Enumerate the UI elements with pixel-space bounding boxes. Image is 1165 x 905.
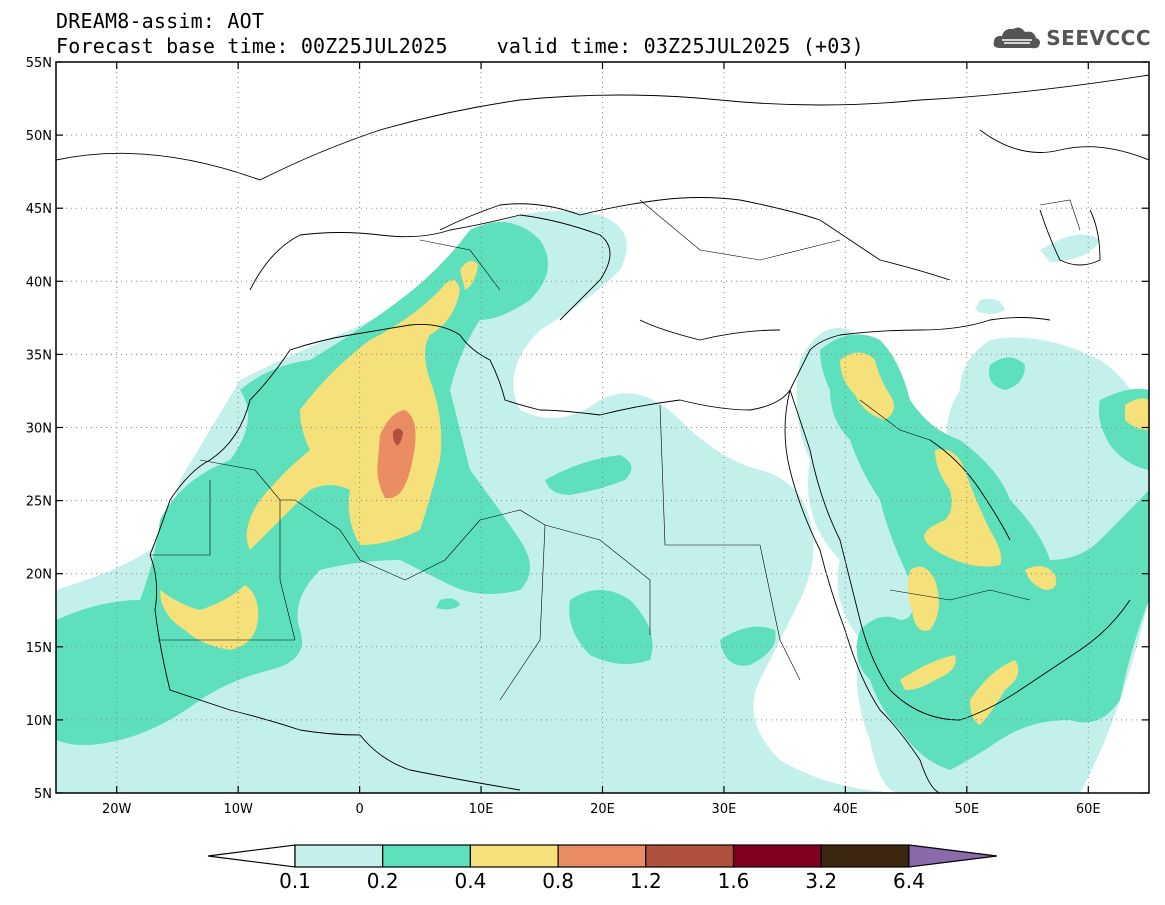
legend-level-label: 1.6 <box>718 869 750 893</box>
legend-level-label: 0.4 <box>454 869 486 893</box>
lon-tick-label: 20W <box>102 802 132 817</box>
lat-tick-label: 50N <box>26 129 52 144</box>
aot-level-1-2 <box>392 428 403 446</box>
color-legend: 0.1 0.2 0.4 0.8 1.2 1.6 3.2 6.4 <box>207 844 997 893</box>
lat-tick-label: 25N <box>26 495 52 510</box>
legend-swatch <box>382 844 472 868</box>
lon-tick-label: 60E <box>1076 802 1101 817</box>
lon-tick-label: 10E <box>469 802 494 817</box>
aot-field <box>56 210 1149 793</box>
aot-level-0-4 <box>160 261 1149 725</box>
lat-tick-label: 15N <box>26 641 52 656</box>
lon-tick-label: 30E <box>712 802 737 817</box>
lat-tick-label: 30N <box>26 422 52 437</box>
brand-logo: SEEVCCC <box>992 24 1151 52</box>
aot-level-0-8 <box>377 410 416 499</box>
lon-tick-label: 20E <box>590 802 615 817</box>
map-title: DREAM8-assim: AOT <box>56 9 265 33</box>
lat-tick-label: 5N <box>34 787 52 802</box>
lat-tick-label: 45N <box>26 202 52 217</box>
legend-level-label: 3.2 <box>805 869 837 893</box>
legend-swatch <box>732 844 822 868</box>
legend-arrow-high <box>908 844 997 868</box>
legend-level-label: 6.4 <box>893 869 925 893</box>
lon-tick-label: 10W <box>223 802 253 817</box>
lon-tick-label: 50E <box>954 802 979 817</box>
legend-swatch <box>294 844 384 868</box>
legend-swatch <box>557 844 647 868</box>
time-info: Forecast base time: 00Z25JUL2025 valid t… <box>56 35 864 57</box>
borders <box>150 199 1081 701</box>
coastlines <box>56 74 1149 793</box>
lat-tick-label: 40N <box>26 275 52 290</box>
cloud-logo-icon <box>993 27 1041 49</box>
valid-time: valid time: 03Z25JUL2025 (+03) <box>496 34 864 58</box>
lon-tick-label: 0 <box>355 802 363 817</box>
lat-tick-label: 35N <box>26 348 52 363</box>
legend-arrow-low <box>207 844 296 868</box>
legend-swatch <box>820 844 910 868</box>
brand-name: SEEVCCC <box>1046 26 1151 50</box>
lon-tick-label: 40E <box>833 802 858 817</box>
graticule <box>56 62 1149 793</box>
legend-level-label: 0.8 <box>542 869 574 893</box>
lat-tick-label: 10N <box>26 714 52 729</box>
base-time: Forecast base time: 00Z25JUL2025 <box>56 34 448 58</box>
axis-ticks: 20W 10W 0 10E 20E 30E 40E 50E 60E 55N 50N 45N 40N 35N… <box>26 56 1149 817</box>
lat-tick-label: 20N <box>26 568 52 583</box>
legend-level-label: 1.2 <box>630 869 662 893</box>
lat-tick-label: 55N <box>26 56 52 71</box>
legend-level-label: 0.1 <box>279 869 311 893</box>
legend-level-label: 0.2 <box>367 869 399 893</box>
legend-swatch <box>469 844 559 868</box>
legend-swatch <box>645 844 735 868</box>
